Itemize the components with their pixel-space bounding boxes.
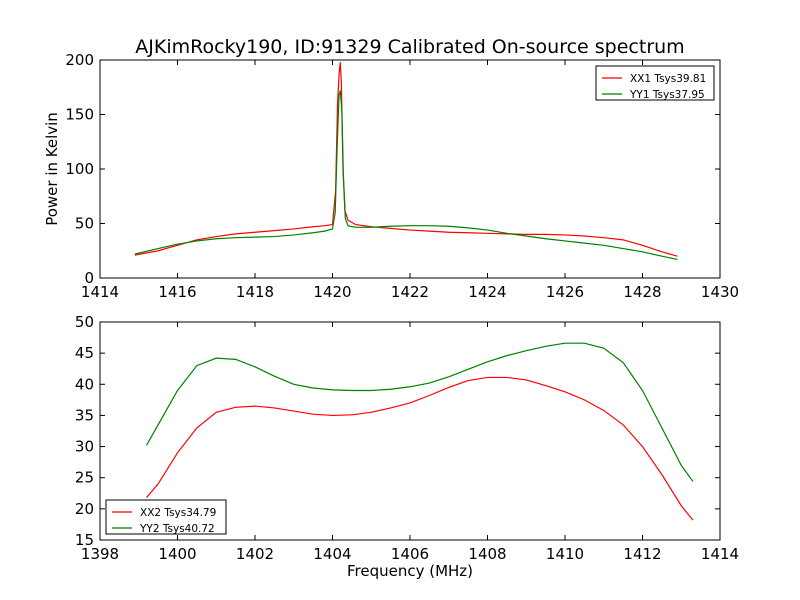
- x-tick-label: 1398: [81, 545, 119, 563]
- top-chart: AJKimRocky190, ID:91329 Calibrated On-so…: [43, 36, 739, 301]
- legend-label: XX2 Tsys34.79: [140, 507, 216, 519]
- x-tick-label: 1424: [468, 283, 506, 301]
- chart-title: AJKimRocky190, ID:91329 Calibrated On-so…: [135, 36, 684, 58]
- x-tick-label: 1428: [623, 283, 661, 301]
- x-tick-label: 1414: [701, 545, 739, 563]
- y-tick-label: 50: [75, 215, 94, 233]
- x-tick-label: 1408: [468, 545, 506, 563]
- series-line-1: [146, 376, 694, 521]
- x-tick-label: 1426: [546, 283, 584, 301]
- y-tick-label: 15: [75, 531, 94, 549]
- top-y-axis-label: Power in Kelvin: [43, 112, 61, 226]
- y-tick-label: 0: [84, 269, 94, 287]
- y-tick-label: 45: [75, 344, 94, 362]
- x-tick-label: 1422: [391, 283, 429, 301]
- y-tick-label: 150: [65, 106, 94, 124]
- y-tick-label: 25: [75, 469, 94, 487]
- legend: XX1 Tsys39.81 YY1 Tsys37.95: [595, 65, 715, 101]
- legend-label: YY1 Tsys37.95: [629, 89, 705, 101]
- x-tick-label: 1412: [623, 545, 661, 563]
- legend-label: XX1 Tsys39.81: [630, 73, 706, 85]
- x-tick-label: 1430: [701, 283, 739, 301]
- x-tick-label: 1414: [81, 283, 119, 301]
- x-tick-label: 1416: [158, 283, 196, 301]
- y-tick-label: 50: [75, 313, 94, 331]
- bottom-plot-area: 1398 1400 1402 1404 1406 1408 1410 1412 1414 15 20…: [75, 313, 739, 563]
- y-tick-label: 35: [75, 406, 94, 424]
- x-tick-label: 1406: [391, 545, 429, 563]
- bottom-chart: Frequency (MHz) 1398 1400 1402 1404 1406 1408…: [75, 313, 739, 580]
- series-line-2: [145, 342, 694, 482]
- legend: XX2 Tsys34.79 YY2 Tsys40.72: [105, 499, 227, 535]
- x-tick-label: 1400: [158, 545, 196, 563]
- legend-label: YY2 Tsys40.72: [139, 523, 215, 535]
- y-tick-label: 40: [75, 375, 94, 393]
- top-plot-area: 1414 1416 1418 1420 1422 1424 1426 1428 1430 0 50 1…: [65, 51, 739, 301]
- y-tick-label: 100: [65, 160, 94, 178]
- series-line-1: [134, 62, 678, 257]
- y-tick-label: 30: [75, 438, 94, 456]
- x-axis-label: Frequency (MHz): [347, 562, 473, 580]
- x-tick-label: 1418: [236, 283, 274, 301]
- series-line-2: [134, 90, 678, 261]
- x-tick-label: 1402: [236, 545, 274, 563]
- x-tick-label: 1410: [546, 545, 584, 563]
- x-tick-label: 1420: [313, 283, 351, 301]
- y-tick-label: 200: [65, 51, 94, 69]
- y-tick-label: 20: [75, 500, 94, 518]
- x-tick-label: 1404: [313, 545, 351, 563]
